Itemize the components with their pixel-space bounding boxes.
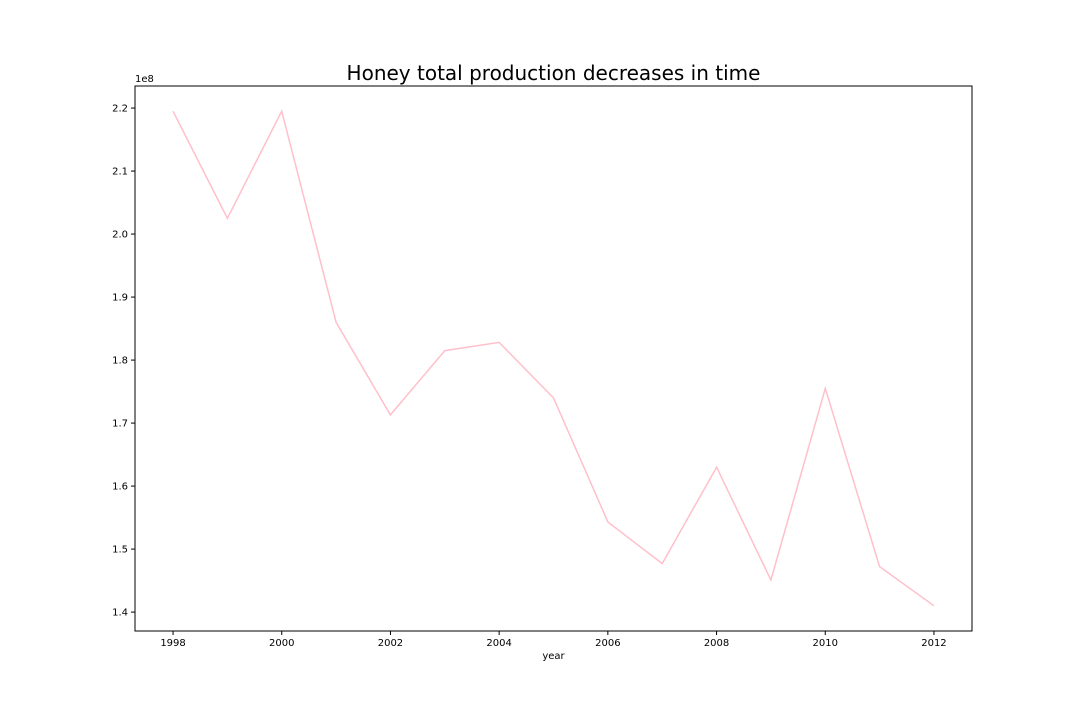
series-line [172,109,935,607]
y-tick-label: 2.1 [112,167,128,178]
y-offset-label: 1e8 [135,74,154,85]
x-tick-label: 1998 [160,638,185,649]
y-tick-label: 2.0 [112,230,128,241]
y-tick-label: 1.7 [112,419,128,430]
y-tick-label: 1.4 [112,608,128,619]
y-tick-label: 1.9 [112,293,128,304]
x-tick-label: 2004 [486,638,511,649]
y-tick-label: 2.2 [112,104,128,115]
x-tick-label: 2008 [704,638,729,649]
y-axis-ticks: 1.4 1.5 1.6 1.7 1.8 1.9 2.0 2.1 2.2 [112,104,135,619]
x-tick-label: 2010 [813,638,838,649]
x-tick-label: 2000 [269,638,294,649]
x-tick-label: 2002 [378,638,403,649]
x-axis-label: year [542,651,565,662]
x-axis-ticks: 1998 2000 2002 2004 2006 2008 2010 2012 [160,631,947,649]
x-tick-label: 2006 [595,638,620,649]
plot-frame [134,85,973,632]
chart-title: Honey total production decreases in time [347,61,761,85]
y-tick-label: 1.8 [112,356,128,367]
x-tick-label: 2012 [921,638,946,649]
y-tick-label: 1.6 [112,482,128,493]
y-tick-label: 1.5 [112,545,128,556]
